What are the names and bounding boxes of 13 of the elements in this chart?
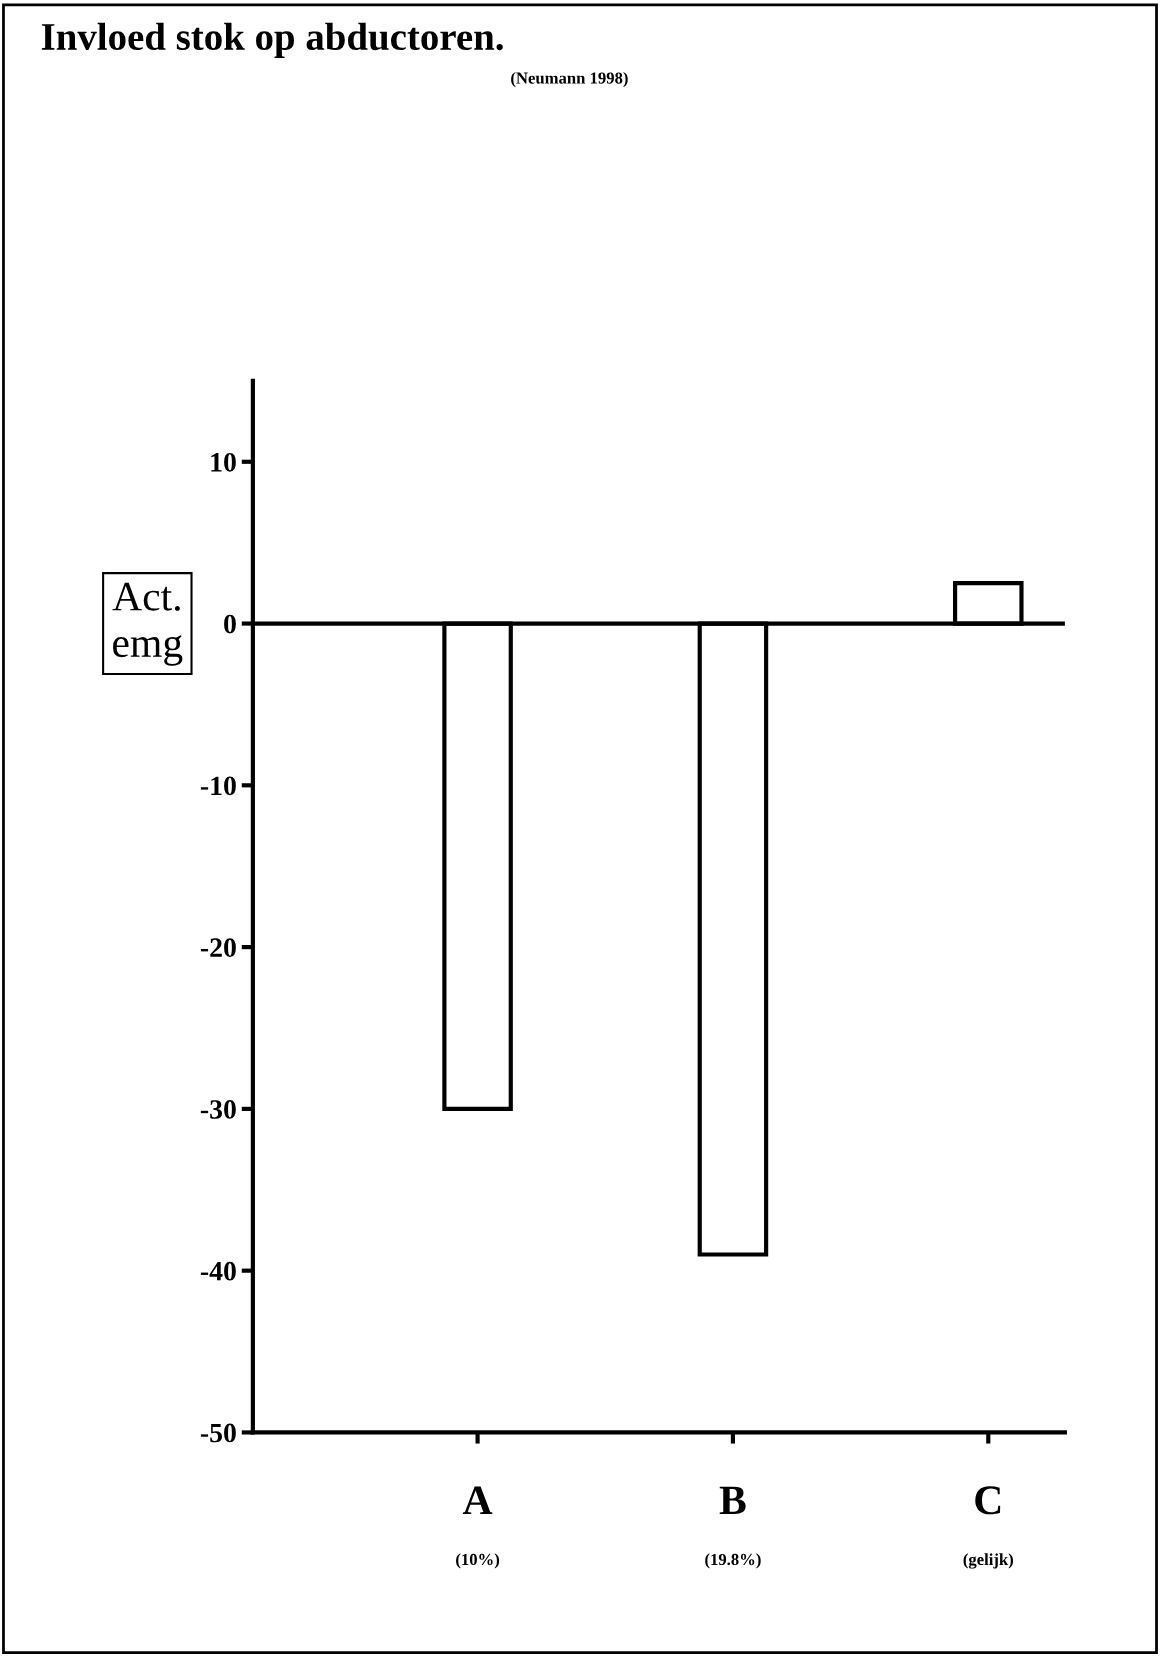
y-axis-title: Act. emg [112,582,183,666]
y-tick-label: -10 [200,776,236,796]
y-tick-label: -20 [200,938,236,958]
y-tick-label: 0 [224,614,236,634]
text: (Neumann 1998) [511,71,628,88]
x-tick-label: C (gelijk) [963,1486,1013,1569]
y-tick-label: -30 [200,1100,236,1119]
chart-title: Invloed stok op abductoren. [41,22,503,58]
x-tick-label: B (19.8%) [705,1486,761,1569]
x-tick-label: A (10%) [456,1486,500,1569]
y-tick-label: -50 [200,1423,236,1443]
y-tick-label: 10 [211,452,236,472]
y-tick-label: -40 [200,1261,236,1281]
